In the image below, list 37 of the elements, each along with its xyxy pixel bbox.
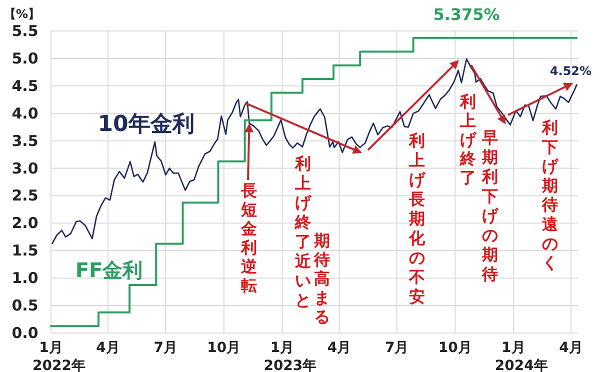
text: 利上げ長期化の不安 bbox=[409, 131, 425, 306]
x-tick-label: 1月 bbox=[39, 340, 63, 356]
text: 2023年 bbox=[264, 358, 317, 372]
series-label: FF金利 bbox=[75, 258, 143, 282]
annotation: 利下げ期待遠のく bbox=[541, 118, 559, 272]
y-axis-title: 【%】 bbox=[4, 7, 40, 21]
x-tick-label: 1月 bbox=[270, 340, 294, 356]
y-tick-label: 5.0 bbox=[12, 49, 38, 68]
y-tick-label: 1.5 bbox=[12, 242, 38, 260]
series-label: 10年金利 bbox=[98, 112, 194, 137]
y-tick-label: 2.5 bbox=[12, 186, 38, 205]
x-tick-label: 4月 bbox=[96, 340, 120, 356]
y-tick-label: 2.0 bbox=[12, 214, 38, 232]
y-tick-label: 0.0 bbox=[12, 324, 38, 342]
y-tick-label: 4.0 bbox=[12, 104, 38, 122]
x-tick-label: 4月 bbox=[327, 340, 352, 356]
y-tick-label: 0.5 bbox=[12, 296, 38, 315]
text: 2022年 bbox=[32, 358, 86, 372]
y-tick-label: 5.5 bbox=[12, 22, 38, 40]
annotation: 早期利下げの期待 bbox=[481, 128, 499, 284]
x-tick-label: 7月 bbox=[154, 340, 178, 356]
x-tick-label: 7月 bbox=[384, 340, 409, 356]
y-tick-label: 3.5 bbox=[12, 132, 38, 150]
annotation: 4.52% bbox=[550, 64, 592, 78]
annotation: 利上げ終了近いと bbox=[294, 154, 312, 310]
x-tick-label: 10月 bbox=[438, 340, 472, 356]
annotation: 利上げ終了 bbox=[459, 92, 477, 187]
x-tick-label: 1月 bbox=[502, 340, 526, 356]
y-tick-label: 1.0 bbox=[12, 269, 38, 288]
annotation: 長短金利逆転 bbox=[240, 181, 257, 295]
annotation: 5.375% bbox=[433, 4, 500, 24]
x-tick-label: 4月 bbox=[559, 340, 583, 356]
annotation: 期待高まる bbox=[313, 231, 330, 326]
text: 2024年 bbox=[494, 358, 548, 372]
y-tick-label: 3.0 bbox=[12, 159, 38, 178]
y-tick-label: 4.5 bbox=[12, 76, 38, 95]
x-tick-label: 10月 bbox=[207, 340, 241, 356]
